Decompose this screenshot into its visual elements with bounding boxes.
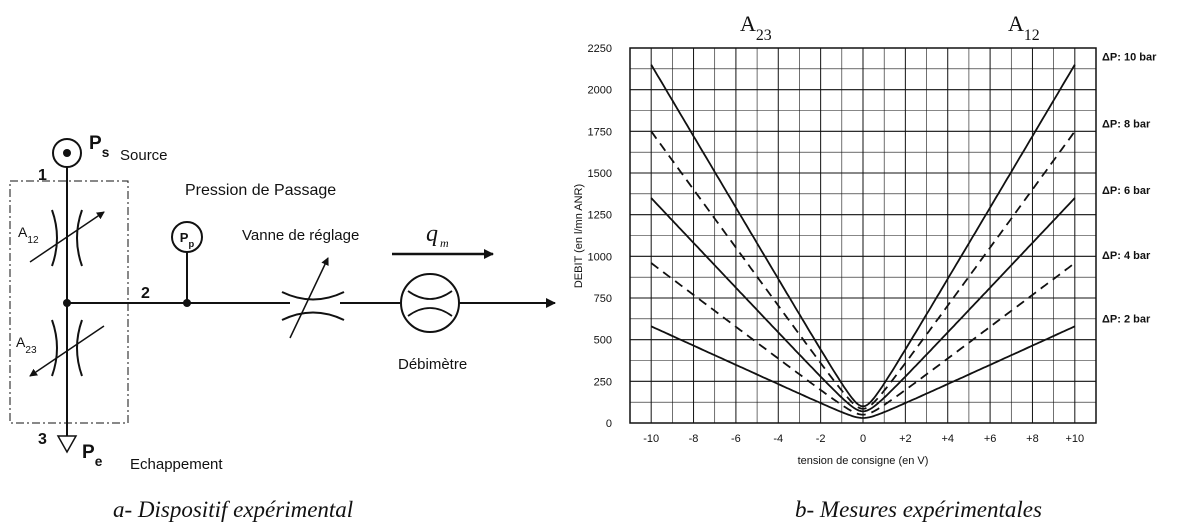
flow-subscript: m [440, 236, 449, 250]
y-tick-label: 500 [594, 335, 612, 347]
y-tick-label: 2250 [588, 43, 612, 55]
exhaust-label: Echappement [130, 456, 223, 473]
x-tick-label: 0 [860, 433, 866, 445]
x-tick-label: +6 [984, 433, 997, 445]
x-axis-label: tension de consigne (en V) [798, 455, 929, 467]
y-tick-label: 0 [606, 418, 612, 430]
a12-restriction [51, 209, 83, 267]
series-line [650, 325, 1076, 419]
x-tick-label: +2 [899, 433, 912, 445]
series-label: ΔP: 6 bar [1102, 185, 1151, 197]
x-tick-label: -10 [643, 433, 659, 445]
a23-label: A23 [16, 334, 37, 356]
x-tick-label: +8 [1026, 433, 1039, 445]
series-label: ΔP: 2 bar [1102, 313, 1151, 325]
y-tick-label: 1750 [588, 126, 612, 138]
valve-boundary-box [9, 180, 129, 424]
series-label: ΔP: 10 bar [1102, 52, 1157, 64]
y-tick-label: 750 [594, 293, 612, 305]
node-2-label: 2 [141, 285, 150, 302]
valve-label: Vanne de réglage [242, 227, 359, 244]
a12-label: A12 [18, 224, 39, 246]
y-tick-label: 1000 [588, 251, 612, 263]
x-tick-labels: -10 -8 -6 -4 -2 0 +2 +4 +6 +8 +10 [643, 433, 1084, 445]
experimental-device-diagram [9, 138, 556, 454]
flowmeter-label: Débimètre [398, 356, 467, 373]
x-tick-label: -4 [773, 433, 783, 445]
x-tick-label: -8 [689, 433, 699, 445]
node-3-label: 3 [38, 431, 47, 448]
series-line [650, 262, 1076, 416]
x-tick-label: +10 [1065, 433, 1084, 445]
node-1-label: 1 [38, 167, 47, 184]
source-dot [63, 149, 71, 157]
y-tick-label: 1500 [588, 168, 612, 180]
x-tick-label: -6 [731, 433, 741, 445]
y-tick-label: 250 [594, 376, 612, 388]
series-label: ΔP: 8 bar [1102, 118, 1151, 130]
ps-label: Ps [89, 133, 110, 160]
y-axis-label: DEBIT (en l/mn ANR) [573, 184, 585, 288]
series-line [650, 130, 1076, 410]
flow-chart: 0 250 500 750 1000 1250 1500 1750 2000 2250 -10 -8… [573, 11, 1157, 522]
flowmeter-symbol [400, 273, 460, 333]
left-caption: a- Dispositif expérimental [113, 497, 353, 522]
plot-frame [629, 47, 1097, 424]
x-tick-label: +4 [941, 433, 954, 445]
pp-gauge [171, 221, 203, 253]
exhaust-symbol [56, 435, 78, 454]
series-labels: ΔP: 10 bar ΔP: 8 bar ΔP: 6 bar ΔP: 4 bar ΔP:… [1102, 52, 1157, 326]
y-tick-labels: 0 250 500 750 1000 1250 1500 1750 2000 2250 [588, 43, 612, 430]
a23-adjust-arrow [29, 325, 105, 377]
series-line [650, 64, 1076, 408]
flowmeter-inner [407, 290, 453, 317]
source-label: Source [120, 147, 168, 164]
a12-adjust-arrow [29, 211, 105, 263]
chart-series [650, 64, 1076, 419]
chart-grid-minor [630, 48, 1096, 423]
a23-restriction [51, 319, 83, 377]
right-caption: b- Mesures expérimentales [795, 497, 1042, 522]
y-tick-label: 2000 [588, 85, 612, 97]
adjustment-valve [281, 291, 345, 321]
y-tick-label: 1250 [588, 210, 612, 222]
chart-grid-major [630, 48, 1096, 423]
pp-gauge-label: Pp [180, 230, 195, 249]
passage-pressure-label: Pression de Passage [185, 182, 336, 199]
valve-adjust-arrow [289, 257, 329, 339]
title-a23: A23 [740, 11, 772, 44]
pe-label: Pe [82, 442, 103, 469]
x-tick-label: -2 [816, 433, 826, 445]
series-line [650, 197, 1076, 413]
flow-label: q [426, 221, 438, 247]
title-a12: A12 [1008, 11, 1040, 44]
series-label: ΔP: 4 bar [1102, 250, 1151, 262]
